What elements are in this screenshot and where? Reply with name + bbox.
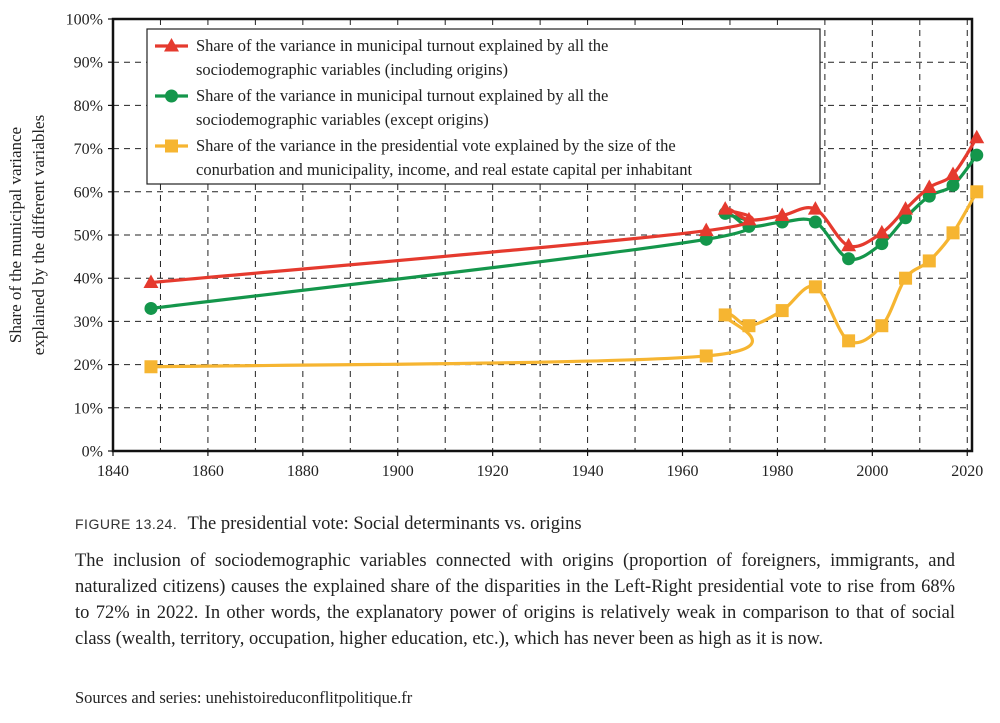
data-point [946, 178, 960, 192]
x-tick-label: 1860 [192, 463, 224, 480]
legend-swatch-marker [164, 38, 179, 52]
y-tick-label: 20% [74, 357, 103, 374]
data-point [969, 129, 985, 144]
figure-label: FIGURE 13.24. [75, 516, 178, 532]
y-tick-label: 50% [74, 228, 103, 245]
x-tick-label: 2020 [951, 463, 983, 480]
y-tick-label: 60% [74, 184, 103, 201]
figure-title-text: The presidential vote: Social determinan… [187, 514, 582, 534]
x-tick-label: 1900 [382, 463, 414, 480]
x-tick-label: 1960 [667, 463, 699, 480]
data-point [144, 360, 158, 374]
legend-label: Share of the variance in the presidentia… [196, 136, 676, 155]
y-tick-label: 10% [74, 400, 103, 417]
legend-label: conurbation and municipality, income, an… [196, 160, 692, 179]
x-tick-label: 1940 [572, 463, 604, 480]
data-point [774, 207, 790, 222]
series-square [144, 185, 984, 374]
data-point [807, 201, 823, 215]
data-point [698, 222, 714, 237]
data-point [875, 237, 889, 251]
series-circle [144, 148, 984, 315]
data-point [808, 280, 822, 294]
y-axis-label-line: explained by the different variables [29, 115, 48, 355]
x-tick-label: 1880 [287, 463, 319, 480]
x-tick-label: 1840 [97, 463, 129, 480]
legend-item: Share of the variance in the presidentia… [155, 136, 692, 179]
data-point [775, 304, 789, 318]
y-tick-label: 90% [74, 55, 103, 72]
data-point [899, 271, 913, 285]
x-tick-label: 1920 [477, 463, 509, 480]
y-axis-label: Share of the municipal variance explained… [6, 115, 48, 355]
figure-description: The inclusion of sociodemographic variab… [75, 551, 955, 649]
data-point [144, 301, 158, 315]
series-triangle [143, 129, 985, 289]
data-point [699, 349, 713, 363]
data-point [946, 226, 960, 240]
y-tick-label: 0% [82, 444, 103, 461]
axis-ticks: 0% 10% 20% 30% 40% 50% 60% 70% 80% 90% 100% 1840 186… [66, 12, 984, 481]
y-tick-label: 80% [74, 98, 103, 115]
figure-title: FIGURE 13.24. The presidential vote: Soc… [75, 514, 955, 535]
y-tick-label: 40% [74, 271, 103, 288]
legend-item: Share of the variance in municipal turno… [155, 86, 608, 129]
data-point [922, 254, 936, 268]
y-tick-label: 100% [66, 12, 103, 29]
data-point [970, 148, 984, 162]
legend-box [146, 28, 821, 185]
data-point [945, 166, 961, 181]
data-point [898, 201, 914, 215]
data-point [741, 211, 757, 226]
data-point [874, 224, 890, 239]
x-tick-label: 2000 [856, 463, 888, 480]
figure-source: Sources and series: unehistoireduconflit… [75, 688, 413, 707]
chart: 0% 10% 20% 30% 40% 50% 60% 70% 80% 90% 100% 1840 186… [6, 12, 985, 481]
legend-swatch-marker [165, 89, 178, 103]
legend-label: sociodemographic variables (except origi… [196, 110, 489, 129]
data-point [921, 179, 937, 193]
legend-label: Share of the variance in municipal turno… [196, 36, 608, 55]
x-tick-label: 1980 [761, 463, 793, 480]
legend-item: Share of the variance in municipal turno… [155, 36, 608, 79]
data-point [875, 319, 889, 333]
legend-swatch-marker [165, 139, 178, 153]
data-point [718, 308, 732, 322]
series-layer [143, 129, 985, 374]
data-point [808, 215, 822, 229]
data-point [841, 237, 857, 252]
y-axis-label-line: Share of the municipal variance [6, 127, 25, 343]
data-point [842, 334, 856, 348]
data-point [842, 252, 856, 266]
y-tick-label: 70% [74, 141, 103, 158]
data-point [143, 274, 159, 289]
data-point [742, 319, 756, 333]
data-point [717, 201, 733, 215]
legend-label: Share of the variance in municipal turno… [196, 86, 608, 105]
legend-label: sociodemographic variables (including or… [196, 60, 508, 79]
legend: Share of the variance in municipal turno… [146, 28, 821, 185]
y-tick-label: 30% [74, 314, 103, 331]
data-point [970, 185, 984, 199]
